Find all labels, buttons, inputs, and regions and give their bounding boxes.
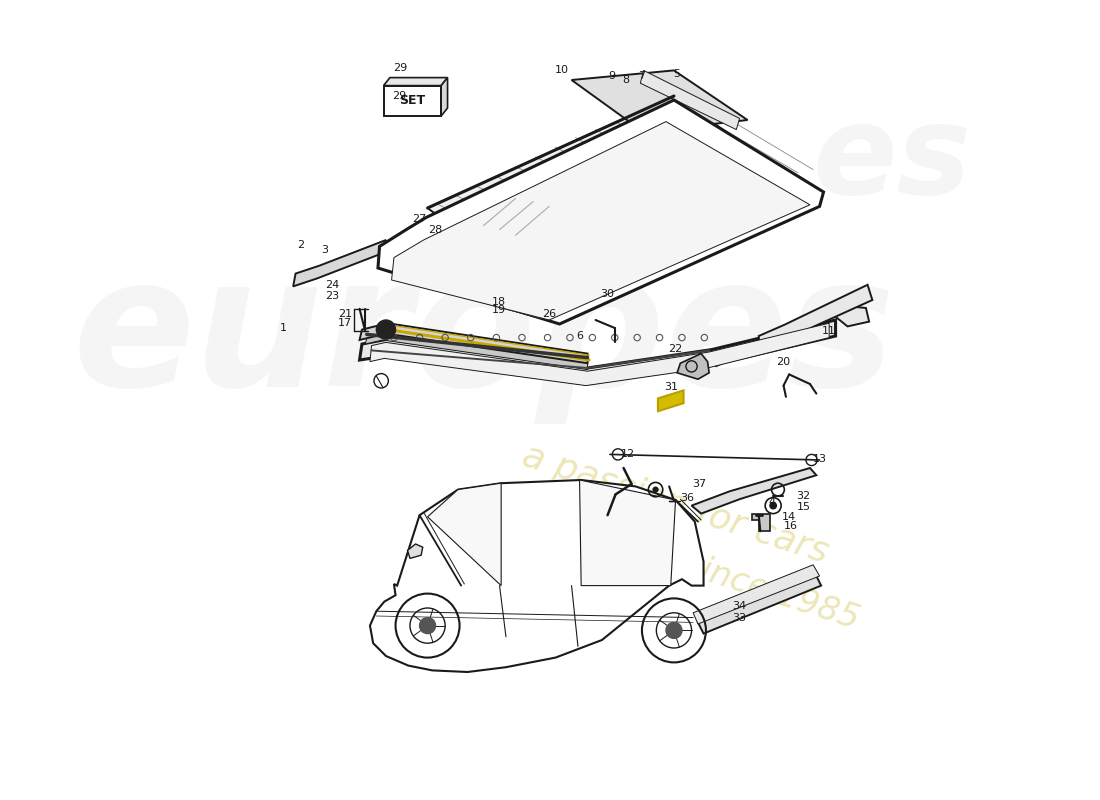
Text: 2: 2 [298,240,305,250]
Polygon shape [294,240,386,286]
Polygon shape [693,565,820,624]
Text: 29: 29 [393,63,407,73]
Circle shape [770,502,777,509]
Circle shape [653,487,658,492]
Text: 36: 36 [680,493,694,502]
Polygon shape [365,332,587,370]
Polygon shape [698,574,822,634]
Text: 18: 18 [492,298,506,307]
Polygon shape [428,483,502,586]
Text: 17: 17 [338,318,352,328]
Text: 3: 3 [321,245,329,254]
Polygon shape [384,78,448,86]
Text: 4: 4 [768,498,776,507]
Text: 7: 7 [638,71,646,81]
Text: 16: 16 [784,522,798,531]
Text: SET: SET [399,94,426,107]
Polygon shape [360,320,836,384]
Text: 29: 29 [393,91,407,101]
Circle shape [419,618,436,634]
Text: 14: 14 [782,512,796,522]
Text: 9: 9 [608,71,615,81]
Polygon shape [692,468,816,514]
Text: 15: 15 [796,502,811,512]
Text: 19: 19 [492,306,506,315]
Text: 30: 30 [600,290,614,299]
Circle shape [666,622,682,638]
Polygon shape [678,354,710,379]
FancyBboxPatch shape [384,86,441,116]
Polygon shape [716,306,869,366]
Text: 8: 8 [623,75,629,85]
Polygon shape [402,131,794,318]
Text: 21: 21 [338,309,352,318]
Polygon shape [759,285,872,350]
Text: 37: 37 [693,479,706,489]
Polygon shape [392,122,810,320]
Polygon shape [752,514,770,531]
Text: europes: europes [73,248,895,424]
Polygon shape [580,480,675,586]
Text: 32: 32 [796,491,811,501]
Text: 13: 13 [813,454,826,464]
Polygon shape [360,323,587,363]
Text: 22: 22 [669,344,683,354]
Polygon shape [428,96,802,306]
Circle shape [376,320,396,339]
Text: 5: 5 [673,69,681,78]
Polygon shape [441,78,448,116]
Text: 28: 28 [428,226,442,235]
Polygon shape [640,70,739,130]
Polygon shape [370,480,704,672]
Polygon shape [378,100,824,324]
Text: 24: 24 [326,280,340,290]
Text: 27: 27 [412,214,427,224]
Text: 12: 12 [620,450,635,459]
Text: 11: 11 [822,326,836,336]
Text: 6: 6 [576,331,583,341]
Text: 34: 34 [733,602,747,611]
Polygon shape [370,323,829,386]
Text: es: es [812,99,971,221]
Text: 1: 1 [280,323,287,333]
Text: 26: 26 [542,309,557,318]
Text: since 1985: since 1985 [680,548,864,636]
Polygon shape [572,70,748,132]
Text: 31: 31 [663,382,678,392]
Text: 33: 33 [733,613,747,622]
Polygon shape [408,544,422,558]
Text: 23: 23 [326,291,340,301]
Polygon shape [658,390,683,411]
Text: 20: 20 [777,357,791,366]
Text: a passion for cars: a passion for cars [518,438,833,570]
Text: 10: 10 [556,66,569,75]
